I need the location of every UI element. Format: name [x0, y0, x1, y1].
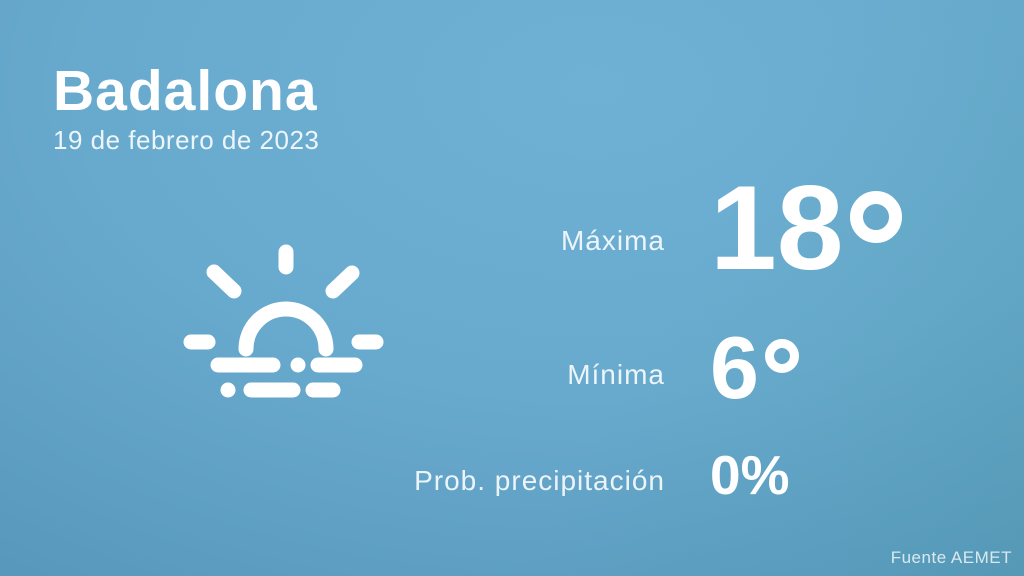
min-temp-label: Mínima: [567, 359, 665, 390]
max-temp-number: 18: [710, 161, 844, 295]
source-credit: Fuente AEMET: [890, 548, 1012, 567]
date-subtitle: 19 de febrero de 2023: [53, 124, 320, 155]
header: Badalona 19 de febrero de 2023: [53, 60, 319, 156]
min-temp-value: 6: [710, 324, 799, 412]
max-temp-label: Máxima: [560, 225, 665, 256]
degree-symbol: [764, 339, 799, 373]
precipitation-label: Prob. precipitación: [414, 465, 665, 496]
precipitation-value: 0%: [710, 448, 790, 503]
hazy-sunrise-icon: [181, 227, 391, 412]
max-temp-value: 18: [710, 161, 903, 295]
degree-symbol: [850, 191, 903, 243]
city-title: Badalona: [53, 59, 318, 123]
min-temp-number: 6: [710, 318, 759, 417]
percent-symbol: %: [740, 444, 790, 506]
precipitation-number: 0: [710, 444, 741, 506]
